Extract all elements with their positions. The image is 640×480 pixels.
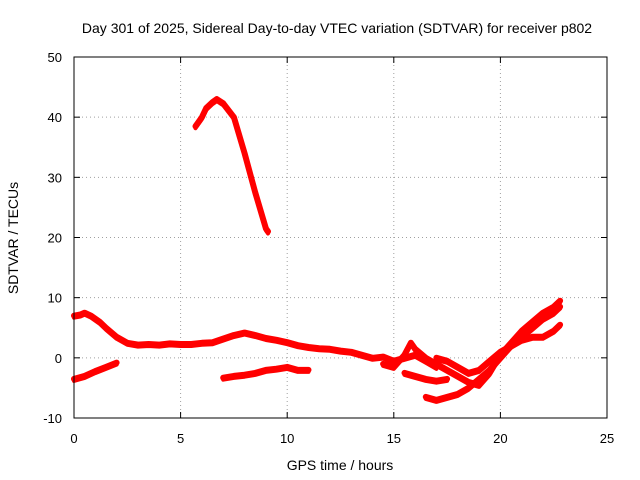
series-arc-6-band: [402, 372, 450, 385]
series-arc-7-band: [423, 306, 563, 404]
y-tick-label: 40: [48, 110, 62, 125]
x-tick-label: 15: [387, 431, 401, 446]
tick-labels: 0 5 10 15 20 25 -10 0 10 20 30 40 50: [43, 50, 614, 446]
y-tick-label: 0: [55, 351, 62, 366]
series-arc-5-band: [381, 300, 563, 389]
grid: [74, 57, 607, 418]
y-tick-label: -10: [43, 411, 62, 426]
series-arc-3-band: [193, 99, 270, 236]
x-tick-label: 0: [70, 431, 77, 446]
x-tick-label: 25: [600, 431, 614, 446]
y-tick-label: 30: [48, 170, 62, 185]
ticks: [73, 56, 608, 419]
chart-title: Day 301 of 2025, Sidereal Day-to-day VTE…: [82, 20, 592, 36]
series-arc-4-band: [221, 366, 311, 382]
x-axis-label: GPS time / hours: [287, 457, 394, 473]
series-arc-8-band: [434, 324, 563, 377]
x-tick-label: 10: [280, 431, 294, 446]
y-tick-label: 10: [48, 291, 62, 306]
x-tick-label: 5: [177, 431, 184, 446]
series-layer: [71, 96, 564, 404]
series-arc-1-band: [72, 312, 439, 371]
y-tick-label: 50: [48, 50, 62, 65]
y-tick-label: 20: [48, 231, 62, 246]
series-arc-2-band: [72, 362, 119, 383]
y-axis-label: SDTVAR / TECUs: [5, 182, 21, 294]
plot-frame: [73, 56, 608, 419]
x-tick-label: 20: [493, 431, 507, 446]
